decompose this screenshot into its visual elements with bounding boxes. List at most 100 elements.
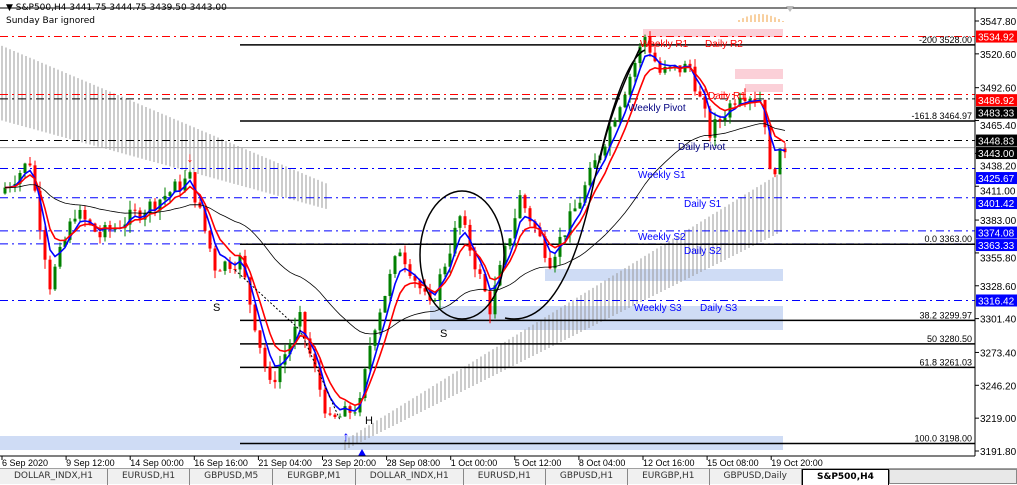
candle bbox=[503, 242, 507, 268]
candle-body bbox=[168, 192, 172, 196]
resistance-zone bbox=[735, 69, 783, 79]
candle bbox=[78, 205, 82, 221]
time-tick-label: 6 Sep 2020 bbox=[2, 458, 48, 468]
candle-body bbox=[658, 61, 662, 73]
candle-body bbox=[588, 167, 592, 186]
tab-dollar-indx-h1[interactable]: DOLLAR_INDX,H1 bbox=[0, 469, 108, 485]
candle bbox=[83, 206, 87, 227]
price-tick-label: 3273.40 bbox=[980, 348, 1017, 359]
candle-body bbox=[738, 97, 742, 105]
candle-body bbox=[173, 181, 177, 193]
candle bbox=[623, 91, 627, 109]
candle-body bbox=[483, 273, 487, 292]
candle bbox=[608, 121, 612, 156]
price-tick-label: 3547.80 bbox=[980, 17, 1017, 28]
fib-label: 61.8 3261.03 bbox=[919, 357, 972, 367]
fib-label: -200 3528.00 bbox=[919, 35, 972, 45]
tab-gbpusd-h1[interactable]: GBPUSD,H1 bbox=[546, 469, 629, 485]
candle bbox=[713, 112, 717, 147]
tab-eurusd-h1-2[interactable]: EURUSD,H1 bbox=[464, 469, 546, 485]
price-tick-label: 3219.00 bbox=[980, 414, 1017, 425]
candle-body bbox=[23, 163, 27, 174]
candle bbox=[58, 242, 62, 269]
candle bbox=[218, 268, 222, 272]
candle bbox=[443, 263, 447, 278]
candle bbox=[68, 218, 72, 244]
symbol-info: ▼ S&P500,H4 3441.75 3444.75 3439.50 3443… bbox=[6, 3, 227, 13]
time-tick-label: 28 Sep 08:00 bbox=[387, 458, 441, 468]
time-tick-label: 15 Oct 08:00 bbox=[707, 458, 759, 468]
tab-scroll-buttons[interactable] bbox=[888, 469, 1017, 484]
candle-body bbox=[473, 250, 477, 270]
price-chart[interactable]: -200 3528.00 -161.8 3464.97 0.0 3363.00 38.… bbox=[0, 0, 1017, 468]
collapse-triangle-icon[interactable]: ▼ bbox=[6, 3, 16, 13]
candle-body bbox=[233, 268, 237, 270]
price-tag-bg bbox=[976, 294, 1017, 307]
tab-sp500-h4[interactable]: S&P500,H4 bbox=[801, 469, 889, 485]
fast-ma-line bbox=[4, 53, 786, 412]
pivot-label-weekly-s2: Weekly S2 bbox=[638, 232, 686, 243]
candle bbox=[553, 253, 557, 273]
candle bbox=[528, 205, 532, 227]
slow-ma-line bbox=[4, 66, 786, 407]
price-tag: 3425.67 bbox=[976, 172, 1017, 185]
candle-body bbox=[93, 223, 97, 232]
candle-body bbox=[133, 209, 137, 211]
candle-body bbox=[188, 172, 192, 179]
price-tag-bg bbox=[976, 94, 1017, 107]
candle bbox=[493, 276, 497, 319]
candle-body bbox=[628, 76, 632, 95]
tab-eurusd-h1[interactable]: EURUSD,H1 bbox=[108, 469, 191, 485]
candle bbox=[3, 182, 7, 195]
pivot-label-daily-r1: Daily R1 bbox=[708, 91, 746, 102]
time-tick-label: 8 Oct 04:00 bbox=[579, 458, 626, 468]
candle-body bbox=[388, 273, 392, 297]
candle bbox=[613, 117, 617, 128]
candle bbox=[578, 196, 582, 210]
tab-dollar-indx-h1-2[interactable]: DOLLAR_INDX,H1 bbox=[356, 469, 464, 485]
candle bbox=[333, 413, 337, 419]
price-tick-label: 3438.20 bbox=[980, 162, 1017, 173]
tab-eurgbp-h1[interactable]: EURGBP,H1 bbox=[628, 469, 710, 485]
candle-body bbox=[378, 312, 382, 331]
candle-body bbox=[433, 300, 437, 302]
candle-body bbox=[733, 103, 737, 105]
candle-body bbox=[648, 37, 652, 53]
candle-body bbox=[718, 119, 722, 121]
candle-body bbox=[638, 46, 642, 64]
candle-body bbox=[273, 379, 277, 383]
candle-body bbox=[603, 146, 607, 156]
price-tick-label: 3492.60 bbox=[980, 84, 1017, 95]
candle bbox=[618, 105, 622, 125]
tab-gbpusd-daily[interactable]: GBPUSD,Daily bbox=[710, 469, 802, 485]
tab-gbpusd-m5[interactable]: GBPUSD,M5 bbox=[190, 469, 274, 485]
candle-body bbox=[568, 211, 572, 236]
candle-body bbox=[518, 195, 522, 219]
candle bbox=[773, 167, 777, 178]
candle bbox=[268, 361, 272, 384]
time-tick-label: 23 Sep 20:00 bbox=[323, 458, 377, 468]
candle bbox=[468, 219, 472, 257]
candle-body bbox=[448, 253, 452, 267]
price-tag-bg bbox=[976, 239, 1017, 252]
tab-eurgbp-m1[interactable]: EURGBP,M1 bbox=[273, 469, 356, 485]
candle-body bbox=[553, 256, 557, 269]
candle bbox=[518, 189, 522, 219]
candle-body bbox=[318, 367, 322, 390]
candle bbox=[373, 328, 377, 351]
candle-body bbox=[693, 66, 697, 92]
candle bbox=[43, 225, 47, 269]
candle-body bbox=[563, 235, 567, 237]
fib-label: -161.8 3464.97 bbox=[911, 111, 972, 121]
candle-body bbox=[18, 173, 22, 184]
candle-body bbox=[353, 412, 357, 414]
candle-body bbox=[293, 326, 297, 344]
price-tick-label: 3520.60 bbox=[980, 50, 1017, 61]
candle-body bbox=[443, 266, 447, 275]
candle bbox=[278, 355, 282, 389]
candle-body bbox=[398, 252, 402, 257]
candle-body bbox=[73, 218, 77, 222]
price-tag: 3401.42 bbox=[976, 197, 1017, 210]
candle-body bbox=[713, 119, 717, 138]
candle-body bbox=[323, 389, 327, 414]
